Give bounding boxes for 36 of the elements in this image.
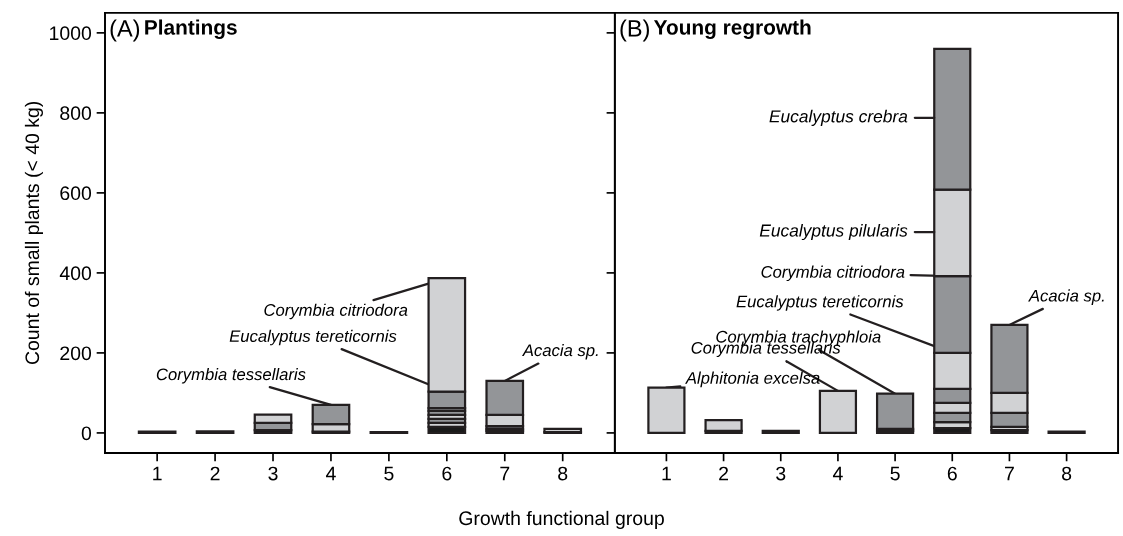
annotation: Eucalyptus crebra — [769, 109, 908, 126]
x-tick-label: 5 — [384, 466, 394, 481]
annotation: Corymbia citriodora — [761, 265, 905, 282]
y-tick-label: 0 — [81, 426, 92, 441]
y-tick-label: 400 — [59, 266, 92, 281]
chart-title: (A) Plantings — [110, 19, 237, 42]
x-tick-label: 1 — [153, 466, 162, 481]
annotation: Acacia sp. — [1028, 289, 1104, 305]
x-tick-label: 8 — [558, 466, 568, 481]
x-tick-label: 2 — [719, 466, 729, 481]
x-tick-label: 6 — [947, 466, 957, 481]
x-tick-label: 8 — [1062, 466, 1072, 481]
x-tick-label: 1 — [662, 466, 671, 481]
x-tick-label: 4 — [325, 466, 336, 481]
y-tick-label: 1000 — [50, 26, 92, 41]
x-tick-label: 2 — [210, 466, 220, 481]
annotation: Eucalyptus tereticornis — [229, 329, 397, 346]
y-tick-label: 200 — [60, 346, 92, 361]
y-tick-label: 600 — [60, 186, 92, 201]
x-tick-label: 7 — [500, 466, 510, 481]
x-tick-label: 6 — [442, 466, 452, 481]
chart-title: (B) Young regrowth — [620, 19, 811, 42]
annotation: Eucalyptus tereticornis — [736, 295, 904, 311]
x-tick-label: 3 — [268, 466, 278, 481]
annotation: Alphitonia excelsa — [685, 371, 820, 388]
x-tick-label: 4 — [832, 466, 843, 481]
annotation: Eucalyptus pilularis — [759, 223, 908, 241]
annotation: Corymbia tessellaris — [156, 367, 306, 384]
y-axis-title: Count of small plants (< 40 kg) — [24, 101, 43, 365]
x-axis-title: Growth functional group — [459, 510, 664, 529]
annotation: Acacia sp. — [522, 343, 598, 360]
x-tick-label: 3 — [776, 466, 786, 481]
annotation: Corymbia citriodora — [264, 303, 408, 320]
x-tick-label: 7 — [1005, 466, 1014, 481]
y-tick-label: 800 — [60, 106, 92, 121]
x-tick-label: 5 — [890, 466, 900, 481]
